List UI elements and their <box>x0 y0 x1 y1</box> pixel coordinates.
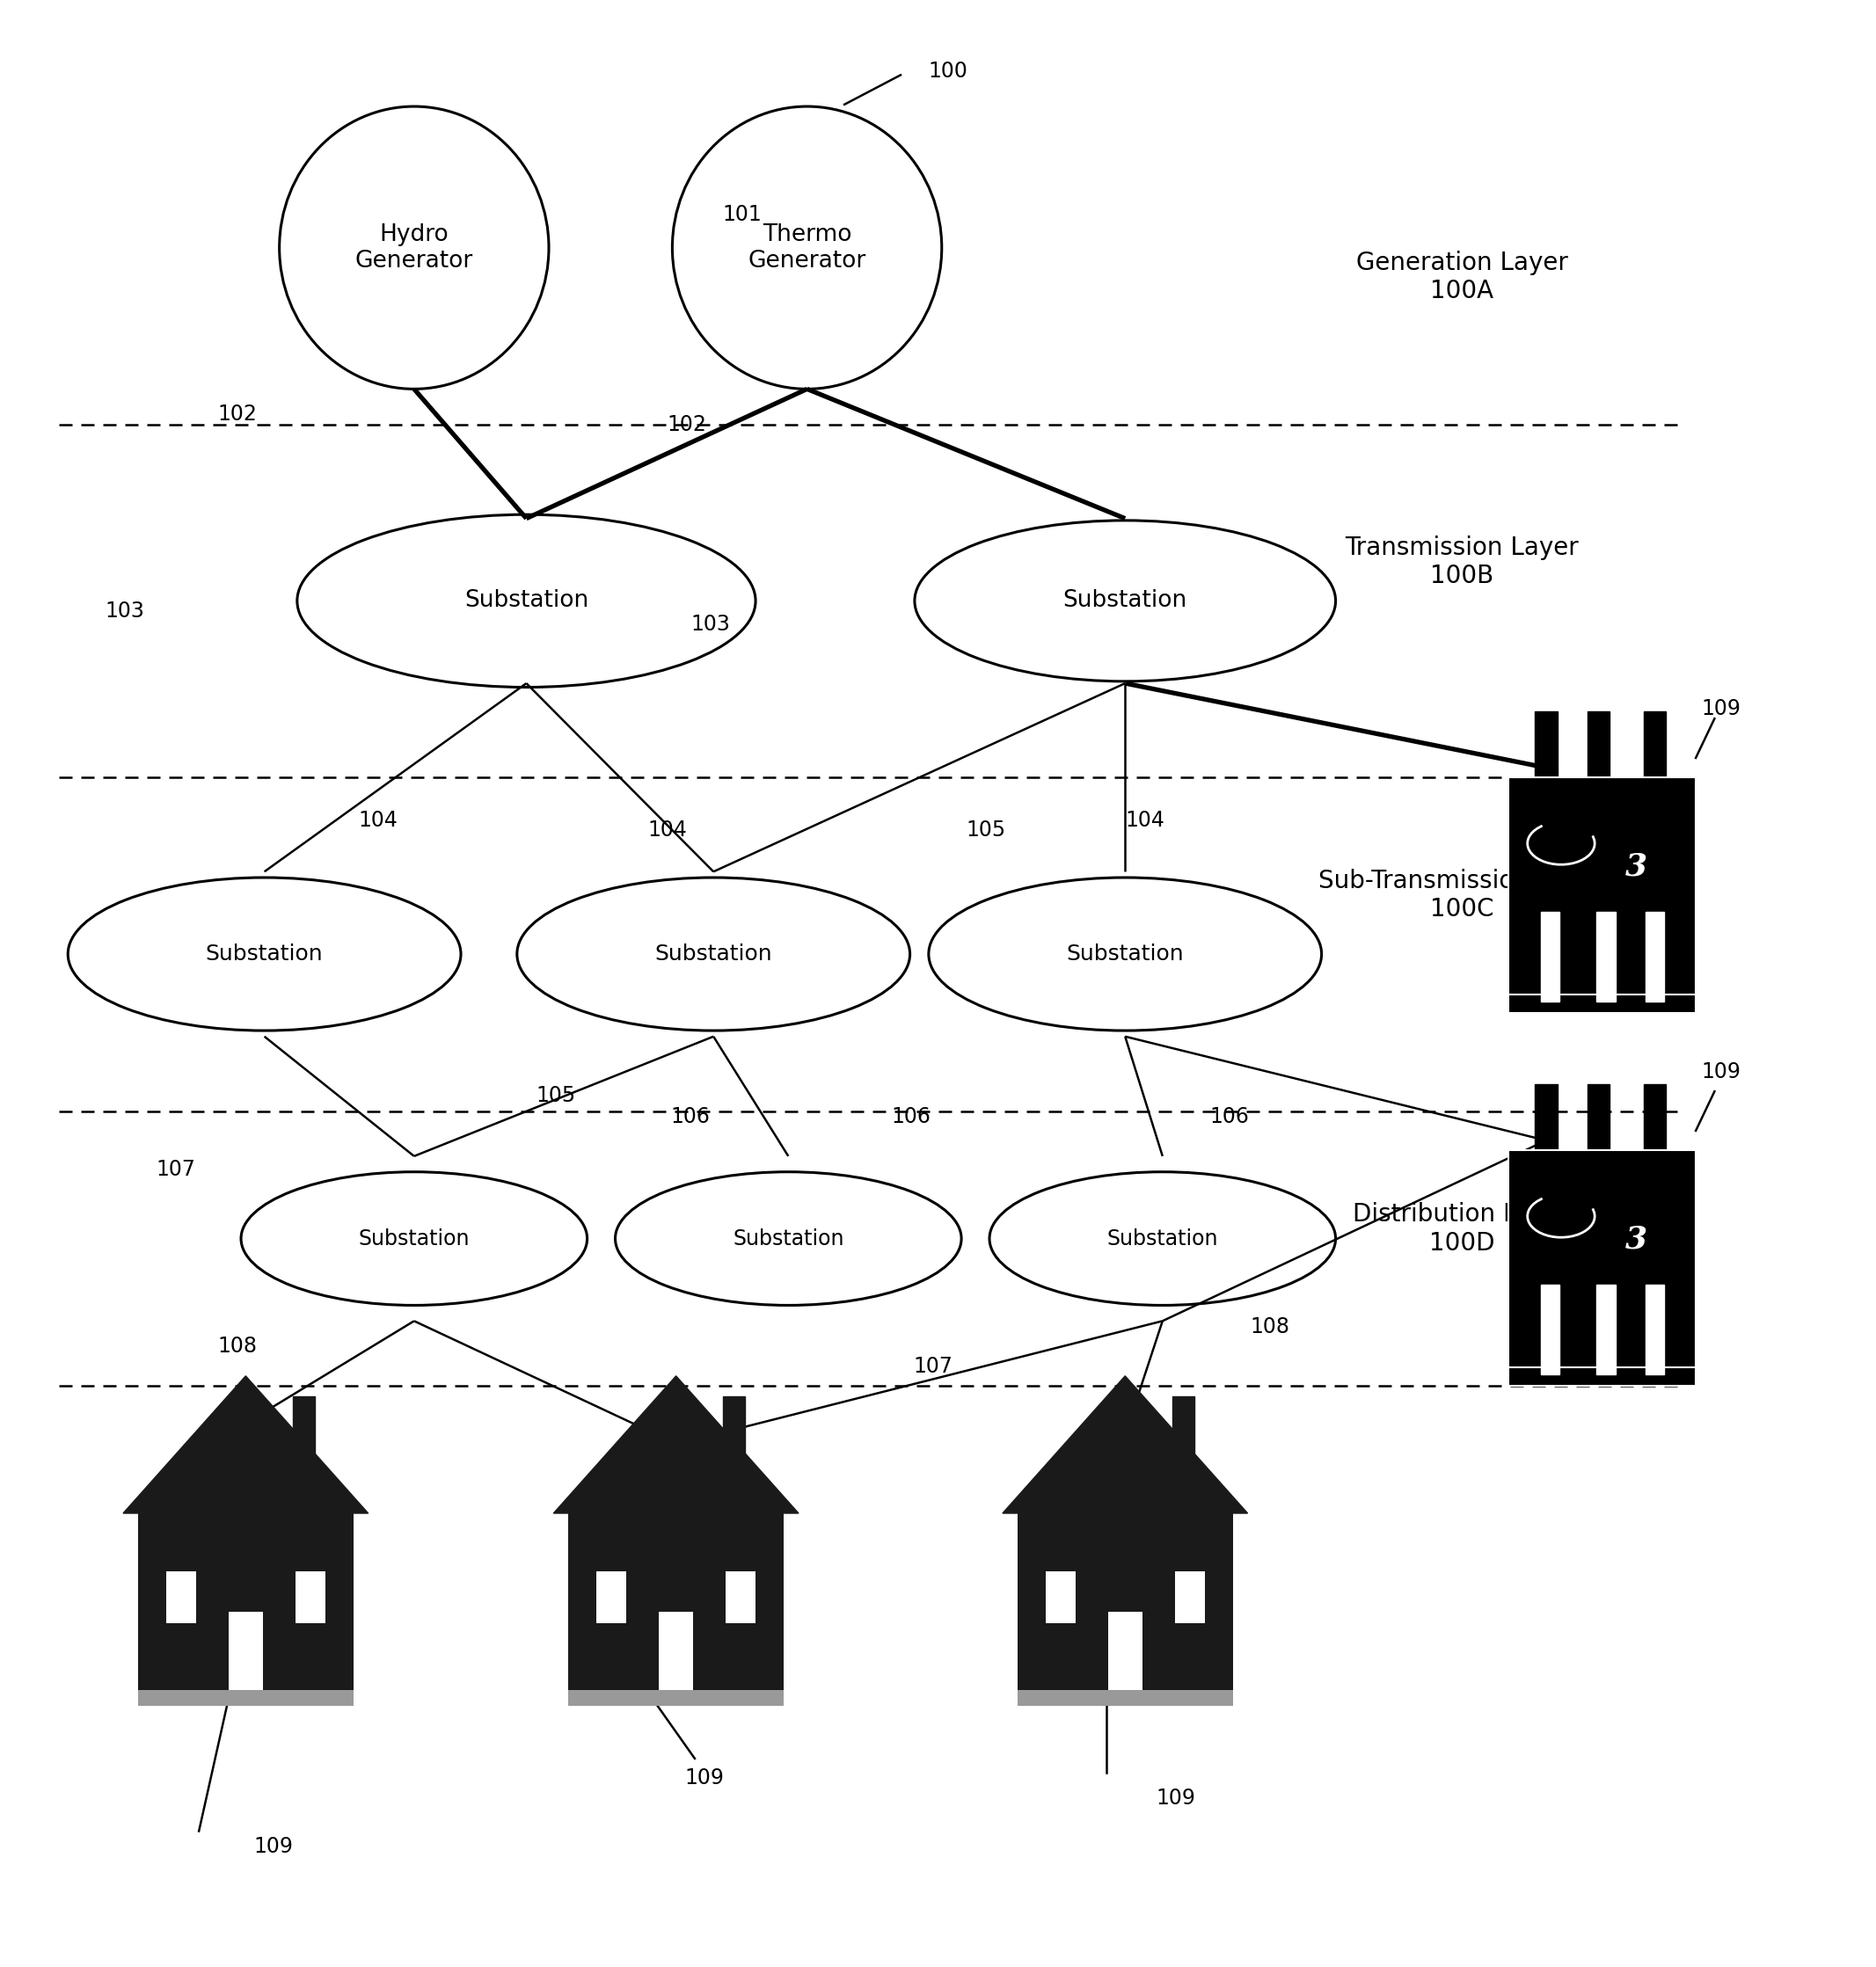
Text: Substation: Substation <box>655 944 773 964</box>
Bar <box>1017 1513 1233 1690</box>
Bar <box>1643 1084 1666 1151</box>
Text: 106: 106 <box>891 1105 930 1127</box>
Bar <box>1508 777 1696 1013</box>
Bar <box>1172 1397 1193 1465</box>
Text: Substation: Substation <box>463 590 589 612</box>
Bar <box>568 1513 784 1690</box>
Bar <box>1508 1151 1696 1385</box>
Text: Hydro
Generator: Hydro Generator <box>355 222 473 271</box>
Text: Generation Layer
100A: Generation Layer 100A <box>1356 250 1568 303</box>
Bar <box>167 1572 197 1623</box>
Bar <box>229 1613 263 1690</box>
Text: Substation: Substation <box>1064 590 1188 612</box>
Text: Transmission Layer
100B: Transmission Layer 100B <box>1345 535 1580 588</box>
Text: Thermo
Generator: Thermo Generator <box>749 222 867 271</box>
Text: 109: 109 <box>685 1768 724 1788</box>
Bar <box>1587 712 1610 777</box>
Text: 102: 102 <box>666 413 705 435</box>
Bar <box>1540 911 1559 1001</box>
Polygon shape <box>553 1377 799 1513</box>
Bar <box>568 1690 784 1705</box>
Text: 100: 100 <box>929 61 968 83</box>
Bar <box>1174 1572 1204 1623</box>
Text: 108: 108 <box>1251 1316 1291 1338</box>
Bar <box>1587 1084 1610 1151</box>
Text: 104: 104 <box>1126 810 1165 832</box>
Text: 107: 107 <box>914 1355 953 1377</box>
Text: 106: 106 <box>1210 1105 1249 1127</box>
Text: 109: 109 <box>253 1837 293 1857</box>
Bar <box>597 1572 627 1623</box>
Bar <box>1508 1151 1696 1385</box>
Bar <box>1109 1613 1142 1690</box>
Bar <box>1645 911 1664 1001</box>
Text: 108: 108 <box>218 1336 257 1357</box>
Text: 103: 103 <box>690 614 730 635</box>
Text: 105: 105 <box>966 820 1006 842</box>
Polygon shape <box>124 1377 368 1513</box>
Text: 109: 109 <box>1702 1062 1741 1082</box>
Text: 104: 104 <box>647 820 687 842</box>
Bar <box>139 1690 353 1705</box>
Text: 3: 3 <box>1625 1225 1647 1255</box>
Bar <box>1017 1690 1233 1705</box>
Text: Substation: Substation <box>206 944 323 964</box>
Text: Substation: Substation <box>1107 1227 1218 1249</box>
Text: Substation: Substation <box>358 1227 469 1249</box>
Text: 105: 105 <box>537 1084 576 1105</box>
Bar <box>295 1572 325 1623</box>
Text: 109: 109 <box>1702 698 1741 720</box>
Bar <box>139 1513 353 1690</box>
Bar <box>1535 1084 1557 1151</box>
Bar <box>1596 1284 1615 1375</box>
Text: 104: 104 <box>358 810 398 832</box>
Polygon shape <box>1002 1377 1248 1513</box>
Bar <box>1535 712 1557 777</box>
Text: 3: 3 <box>1625 852 1647 881</box>
Text: Sub-Transmission Layer
100C: Sub-Transmission Layer 100C <box>1319 869 1606 923</box>
Bar <box>1643 712 1666 777</box>
Text: Substation: Substation <box>734 1227 844 1249</box>
Bar <box>1596 911 1615 1001</box>
Bar <box>1540 1284 1559 1375</box>
Text: 103: 103 <box>105 600 144 622</box>
Bar <box>1645 1284 1664 1375</box>
Bar <box>1508 777 1696 1013</box>
Text: 102: 102 <box>218 403 257 425</box>
Text: 109: 109 <box>1156 1788 1195 1808</box>
Text: 107: 107 <box>156 1159 195 1180</box>
Text: 106: 106 <box>670 1105 709 1127</box>
Bar <box>658 1613 694 1690</box>
Text: 101: 101 <box>722 205 762 224</box>
Text: Distribution Layer
100D: Distribution Layer 100D <box>1353 1202 1570 1255</box>
Text: Substation: Substation <box>1066 944 1184 964</box>
Bar <box>726 1572 756 1623</box>
Bar <box>724 1397 745 1465</box>
Bar <box>1045 1572 1075 1623</box>
Bar <box>293 1397 315 1465</box>
